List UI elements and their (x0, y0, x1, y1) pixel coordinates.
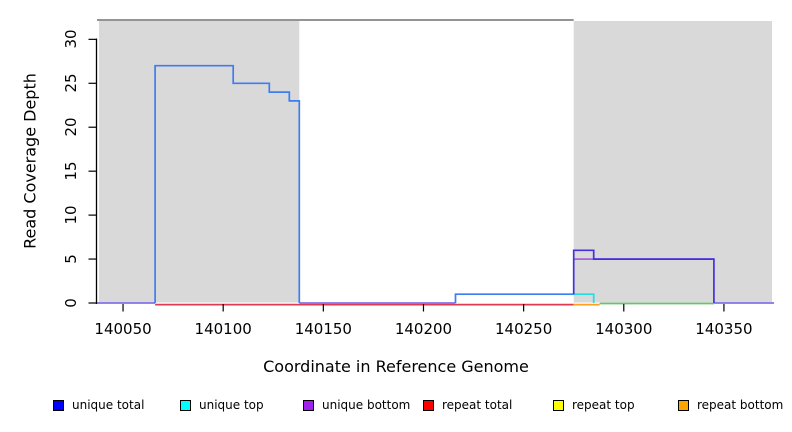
legend-item: repeat top (553, 398, 635, 412)
unique-total-right (572, 249, 715, 303)
y-tick-label: 15 (62, 161, 80, 181)
y-tick-label: 20 (62, 117, 80, 137)
y-tick-label: 30 (62, 29, 80, 49)
legend-label: unique bottom (322, 398, 411, 412)
legend-item: repeat total (423, 398, 512, 412)
x-tick-label: 140050 (94, 320, 152, 338)
legend-swatch-icon (303, 399, 314, 411)
right-gray-block (573, 21, 772, 303)
y-tick-label: 10 (62, 205, 80, 225)
x-tick-label: 140150 (294, 320, 352, 338)
legend-item: repeat bottom (678, 398, 783, 412)
legend-label: unique total (72, 398, 145, 412)
legend-swatch-icon (553, 399, 564, 411)
legend-swatch-icon (678, 399, 689, 411)
x-tick-label: 140100 (194, 320, 252, 338)
x-axis-title: Coordinate in Reference Genome (263, 357, 529, 376)
legend-label: repeat bottom (697, 398, 784, 412)
legend-swatch-icon (53, 399, 64, 411)
unique-total-hump (154, 64, 301, 303)
legend-swatch-icon (180, 399, 191, 411)
y-tick-label: 0 (62, 298, 80, 308)
legend-swatch-icon (423, 399, 434, 411)
legend-label: repeat top (572, 398, 635, 412)
legend-label: unique top (199, 398, 264, 412)
x-tick-label: 140300 (595, 320, 653, 338)
unique-total-depth1 (454, 293, 574, 303)
y-tick-label: 5 (62, 254, 80, 264)
y-axis-title: Read Coverage Depth (20, 73, 40, 249)
left-gray-block (99, 21, 300, 303)
legend-item: unique total (53, 398, 144, 412)
legend-item: unique bottom (303, 398, 410, 412)
x-tick-label: 140350 (695, 320, 753, 338)
x-tick-label: 140200 (394, 320, 453, 338)
legend-label: repeat total (442, 398, 513, 412)
x-tick-label: 140250 (494, 320, 553, 338)
y-tick-label: 25 (62, 73, 80, 93)
unique-top-step (573, 293, 595, 303)
legend-item: unique top (180, 398, 264, 412)
